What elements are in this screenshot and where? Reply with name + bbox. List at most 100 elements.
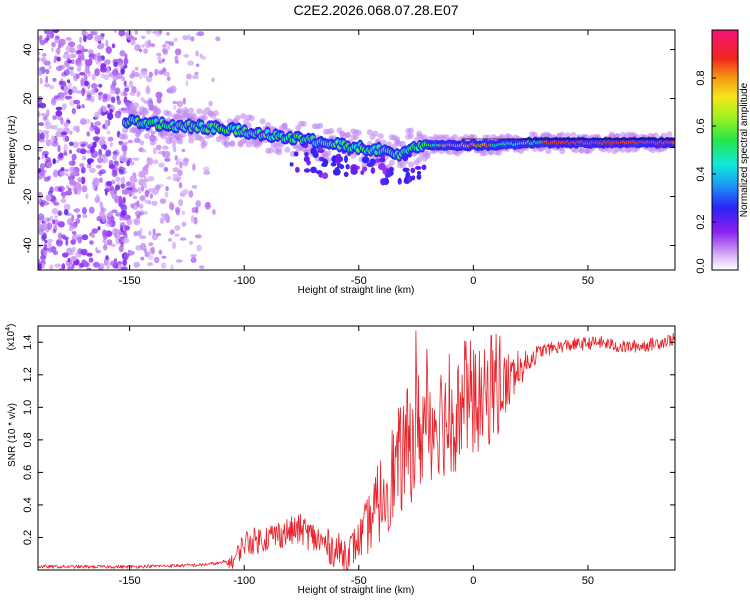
spectrogram-halo-cell xyxy=(545,148,552,155)
spectrogram-noise-cell xyxy=(121,76,125,82)
spectrogram-x-tick-label: -50 xyxy=(351,275,367,287)
spectrogram-ridge-core xyxy=(671,140,675,145)
spectrogram-noise-cell xyxy=(126,181,132,187)
spectrogram-noise-cell xyxy=(172,141,176,149)
spectrogram-noise-cell xyxy=(140,185,145,192)
colorbar-tick-label: 0.8 xyxy=(695,70,707,85)
spectrogram-satellite-cell xyxy=(378,157,386,163)
spectrogram-noise-cell xyxy=(57,237,63,241)
spectrogram-noise-cell xyxy=(75,218,81,224)
spectrogram-noise-cell xyxy=(161,262,167,269)
spectrogram-noise-cell xyxy=(81,87,86,94)
spectrogram-noise-cell xyxy=(130,39,136,46)
spectrogram-noise-cell xyxy=(57,221,65,228)
spectrogram-noise-cell xyxy=(55,35,60,40)
spectrogram-satellite-cell xyxy=(361,156,370,164)
spectrogram-noise-cell xyxy=(197,31,205,37)
spectrogram-halo-cell xyxy=(201,114,208,121)
spectrogram-noise-cell xyxy=(147,176,155,182)
spectrogram-noise-cell xyxy=(102,239,107,243)
spectrogram-halo-cell xyxy=(201,140,208,147)
spectrogram-noise-cell xyxy=(75,73,80,79)
spectrogram-halo-cell xyxy=(377,133,384,140)
spectrogram-noise-cell xyxy=(60,191,67,197)
spectrogram-noise-cell xyxy=(121,144,128,152)
spectrogram-noise-cell xyxy=(110,192,116,198)
spectrogram-noise-cell xyxy=(106,130,111,135)
spectrogram-noise-cell xyxy=(114,229,122,233)
chart-title: C2E2.2026.068.07.28.E07 xyxy=(293,2,458,18)
snr-x-tick-label: -150 xyxy=(119,575,141,587)
spectrogram-noise-cell xyxy=(57,187,63,193)
spectrogram-noise-cell xyxy=(67,257,71,263)
spectrogram-noise-cell xyxy=(190,215,195,223)
spectrogram-noise-cell xyxy=(183,54,190,58)
spectrogram-noise-cell xyxy=(143,48,148,54)
spectrogram-noise-cell xyxy=(71,263,75,269)
colorbar: 0.0 0.2 0.4 0.6 0.8 Normalized spectral ampl… xyxy=(695,29,750,274)
snr-y-label: SNR (10 * v/v) xyxy=(7,403,18,467)
spectrogram-noise-cell xyxy=(38,266,42,270)
snr-ticks: -150 -100 -50 0 50 0.2 0.4 0.6 0.8 1.0 1.2 1.4 xyxy=(22,326,675,587)
spectrogram-noise-cell xyxy=(118,195,123,204)
spectrogram-noise-cell xyxy=(52,169,59,178)
spectrogram-x-tick-label: 50 xyxy=(582,275,594,287)
spectrogram-noise-cell xyxy=(57,42,62,49)
spectrogram-noise-cell xyxy=(115,184,120,191)
spectrogram-noise-cell xyxy=(105,39,109,48)
spectrogram-satellite-cell xyxy=(334,167,340,172)
spectrogram-noise-cell xyxy=(141,44,145,48)
spectrogram-satellite-cell xyxy=(335,155,344,163)
spectrogram-noise-cell xyxy=(188,190,194,198)
spectrogram-noise-cell xyxy=(117,62,125,68)
spectrogram-x-tick-label: -100 xyxy=(233,275,255,287)
spectrogram-satellite-cell xyxy=(321,172,329,179)
spectrogram-noise-cell xyxy=(156,52,162,57)
spectrogram-noise-cell xyxy=(40,57,47,63)
spectrogram-noise-cell xyxy=(48,64,52,70)
spectrogram-satellite-cell xyxy=(416,170,422,175)
spectrogram-noise-cell xyxy=(42,130,50,135)
spectrogram-noise-cell xyxy=(139,227,143,236)
spectrogram-noise-cell xyxy=(153,159,159,165)
spectrogram-noise-cell xyxy=(90,146,95,154)
spectrogram-halo-cell xyxy=(487,149,494,156)
spectrogram-noise-cell xyxy=(50,125,56,130)
spectrogram-noise-cell xyxy=(53,136,59,141)
spectrogram-noise-cell xyxy=(44,83,51,88)
spectrogram-halo-cell xyxy=(408,133,414,139)
spectrogram-noise-cell xyxy=(60,198,67,203)
spectrogram-halo-cell xyxy=(182,107,189,113)
spectrogram-halo-cell xyxy=(344,131,351,138)
spectrogram-noise-cell xyxy=(138,73,143,80)
spectrogram-halo-cell xyxy=(122,133,129,140)
spectrogram-noise-cell xyxy=(105,46,112,54)
spectrogram-halo-cell xyxy=(578,147,585,154)
spectrogram-noise-cell xyxy=(70,256,78,262)
spectrogram-satellite-cell xyxy=(421,164,427,171)
spectrogram-noise-cell xyxy=(44,153,48,159)
spectrogram-halo-cell xyxy=(300,120,307,127)
spectrogram-noise-cell xyxy=(60,133,65,138)
spectrogram-noise-cell xyxy=(199,53,204,58)
spectrogram-noise-cell xyxy=(59,170,66,177)
spectrogram-halo-cell xyxy=(166,110,173,117)
spectrogram-noise-cell xyxy=(143,248,148,254)
spectrogram-noise-cell xyxy=(79,118,87,125)
spectrogram-satellite-cell xyxy=(386,172,392,178)
spectrogram-noise-cell xyxy=(110,87,116,95)
spectrogram-halo-cell xyxy=(122,127,129,134)
spectrogram-satellite-cell xyxy=(345,164,350,170)
spectrogram-noise-cell xyxy=(88,257,94,263)
spectrogram-noise-cell xyxy=(139,140,145,146)
spectrogram-noise-cell xyxy=(121,167,126,171)
spectrogram-noise-cell xyxy=(164,157,171,162)
spectrogram-noise-cell xyxy=(86,33,94,41)
spectrogram-noise-cell xyxy=(172,167,180,173)
spectrogram-noise-cell xyxy=(67,187,72,192)
spectrogram-noise-cell xyxy=(143,211,148,215)
spectrogram-noise-cell xyxy=(129,91,136,97)
spectrogram-noise-cell xyxy=(132,203,139,210)
spectrogram-noise-cell xyxy=(46,161,52,168)
spectrogram-noise-cell xyxy=(86,267,92,270)
